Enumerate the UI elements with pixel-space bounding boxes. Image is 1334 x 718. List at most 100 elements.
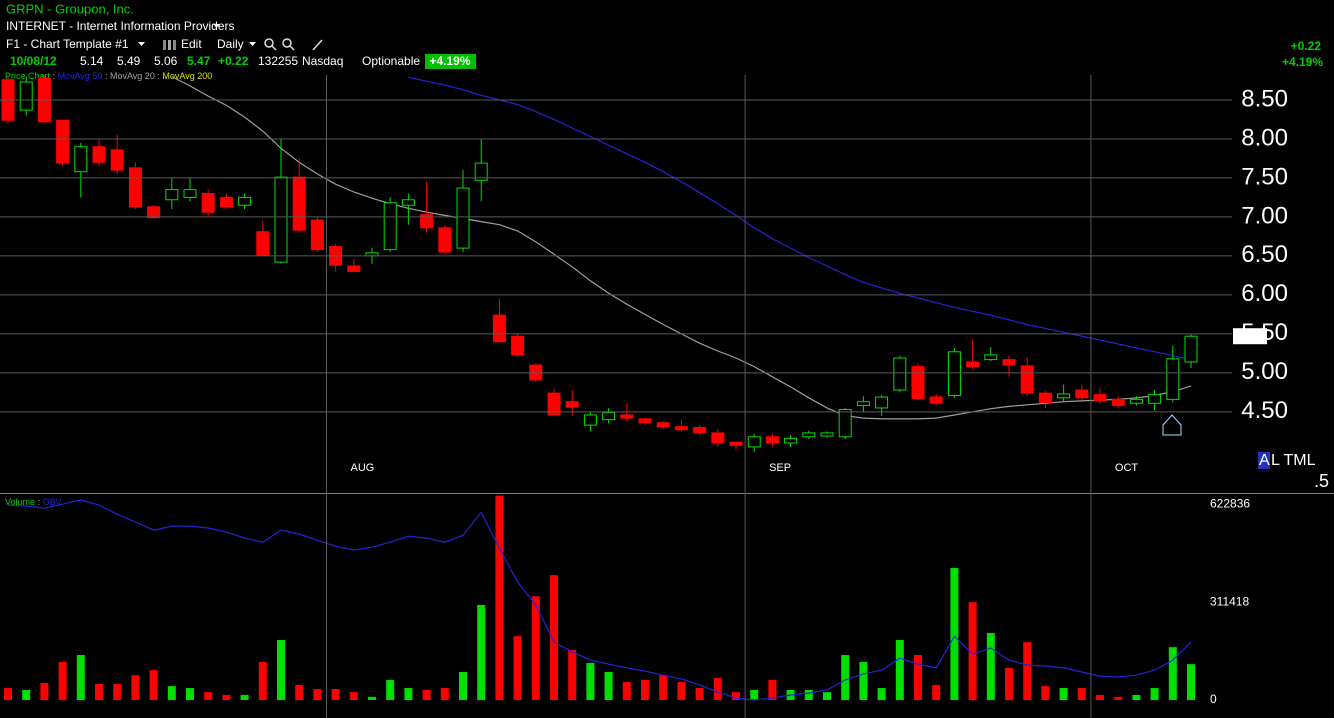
candle-body bbox=[583, 414, 597, 426]
volume-bar bbox=[1150, 688, 1159, 700]
template[interactable]: F1 - Chart Template #1 bbox=[6, 37, 129, 51]
candle-body bbox=[911, 366, 925, 400]
volume-bar bbox=[622, 682, 631, 700]
candle-body bbox=[638, 418, 652, 424]
last-price-label: 5.47 bbox=[1238, 328, 1262, 342]
corner-buttons[interactable]: L TML bbox=[1271, 452, 1316, 469]
volume-bar bbox=[1077, 688, 1086, 700]
volume-bar bbox=[404, 688, 413, 700]
candle-body bbox=[620, 414, 634, 419]
candle-body bbox=[602, 412, 616, 421]
event-marker[interactable] bbox=[1162, 414, 1182, 436]
candle-body bbox=[1075, 389, 1089, 399]
candle-body bbox=[492, 314, 506, 343]
volume-bar bbox=[713, 677, 722, 700]
candle-body bbox=[693, 426, 707, 434]
last-price-box bbox=[1233, 328, 1267, 345]
candle-body bbox=[292, 176, 306, 231]
candle-body bbox=[875, 396, 889, 409]
volume-plot bbox=[4, 495, 1195, 701]
volume-bar bbox=[877, 688, 886, 700]
zoom-out[interactable] bbox=[282, 38, 295, 51]
candle-body bbox=[856, 401, 870, 407]
optionable: Optionable bbox=[362, 54, 420, 68]
exchange: Nasdaq bbox=[302, 54, 343, 68]
volume-bar bbox=[750, 689, 759, 700]
volume-bar bbox=[386, 679, 395, 700]
change-pct: +4.19% bbox=[429, 54, 470, 68]
volume-bar bbox=[58, 661, 67, 700]
y-tick-label: 7.00 bbox=[1241, 202, 1288, 229]
candle-body bbox=[765, 436, 779, 444]
price-legend: Price Chart : MovAvg 50 : MovAvg 20 : Mo… bbox=[5, 71, 212, 81]
edit-button[interactable]: Edit bbox=[181, 37, 202, 51]
candle-body bbox=[183, 189, 197, 198]
zoom-in[interactable] bbox=[264, 38, 277, 51]
volume-bar bbox=[804, 689, 813, 700]
highlight-box[interactable] bbox=[1258, 452, 1270, 469]
volume-bar bbox=[586, 662, 595, 700]
candle-body bbox=[274, 176, 288, 263]
quote-last: 5.47 bbox=[187, 54, 211, 68]
change-pct-box bbox=[425, 54, 476, 69]
volume-bar bbox=[604, 672, 613, 700]
candle-body bbox=[110, 149, 124, 171]
volume-bar bbox=[986, 633, 995, 700]
volume-bar bbox=[477, 605, 486, 700]
x-tick-label: AUG bbox=[351, 462, 375, 474]
y-tick-label: 8.00 bbox=[1241, 124, 1288, 151]
volume-bar bbox=[659, 675, 668, 700]
volume-bar bbox=[1168, 647, 1177, 700]
candle-body bbox=[256, 231, 270, 256]
legend-separator: : bbox=[157, 71, 160, 81]
corner-highlight[interactable]: A bbox=[1259, 452, 1270, 469]
legend-separator: : bbox=[105, 71, 108, 81]
x-tick-label: SEP bbox=[769, 462, 791, 474]
candle-body bbox=[128, 167, 142, 208]
y-tick-label: 7.50 bbox=[1241, 163, 1288, 190]
candle-body bbox=[1166, 358, 1180, 400]
candle-body bbox=[1093, 394, 1107, 402]
candle-body bbox=[74, 146, 88, 173]
dropdown-arrow[interactable] bbox=[138, 42, 145, 46]
candle-body bbox=[784, 437, 798, 444]
quote-volume: 132255 bbox=[258, 54, 298, 68]
volume-bar bbox=[368, 696, 376, 700]
period[interactable]: Daily bbox=[217, 37, 244, 51]
draw-tool[interactable] bbox=[312, 39, 323, 51]
candle-body bbox=[56, 119, 70, 164]
quote-change: +0.22 bbox=[218, 54, 249, 68]
industry[interactable]: INTERNET - Internet Information Provider… bbox=[6, 19, 235, 33]
volume-bar bbox=[550, 575, 558, 700]
dropdown-arrow[interactable] bbox=[213, 24, 220, 28]
candle-body bbox=[1020, 365, 1034, 394]
change-right: +0.22 bbox=[1291, 39, 1322, 53]
volume-bar bbox=[331, 688, 340, 700]
candle-body bbox=[401, 199, 415, 206]
volume-bar bbox=[768, 679, 777, 700]
volume-bar bbox=[841, 655, 850, 700]
legend-separator: : bbox=[53, 71, 56, 81]
volume-bar bbox=[40, 683, 49, 700]
candle-body bbox=[802, 432, 816, 438]
volume-bar bbox=[277, 639, 285, 700]
candle-body bbox=[729, 441, 743, 446]
candle-body bbox=[310, 219, 324, 251]
volume-bar bbox=[349, 692, 358, 700]
candle-body bbox=[147, 206, 161, 219]
volume-bar bbox=[1114, 696, 1123, 700]
legend-entry: MovAvg 50 bbox=[58, 71, 103, 81]
y-tick-label: 5.00 bbox=[1241, 358, 1288, 385]
candle-body bbox=[1057, 393, 1071, 399]
candle-body bbox=[92, 146, 106, 163]
candle-body bbox=[711, 432, 725, 444]
edit-icon[interactable] bbox=[163, 40, 176, 50]
legend-entry: MovAvg 20 bbox=[110, 71, 155, 81]
candle-body bbox=[984, 354, 998, 361]
volume-bar bbox=[495, 495, 504, 700]
volume-bar bbox=[823, 692, 831, 700]
volume-bar bbox=[1005, 667, 1013, 700]
candle-body bbox=[893, 357, 907, 391]
dropdown-arrow[interactable] bbox=[249, 42, 256, 46]
